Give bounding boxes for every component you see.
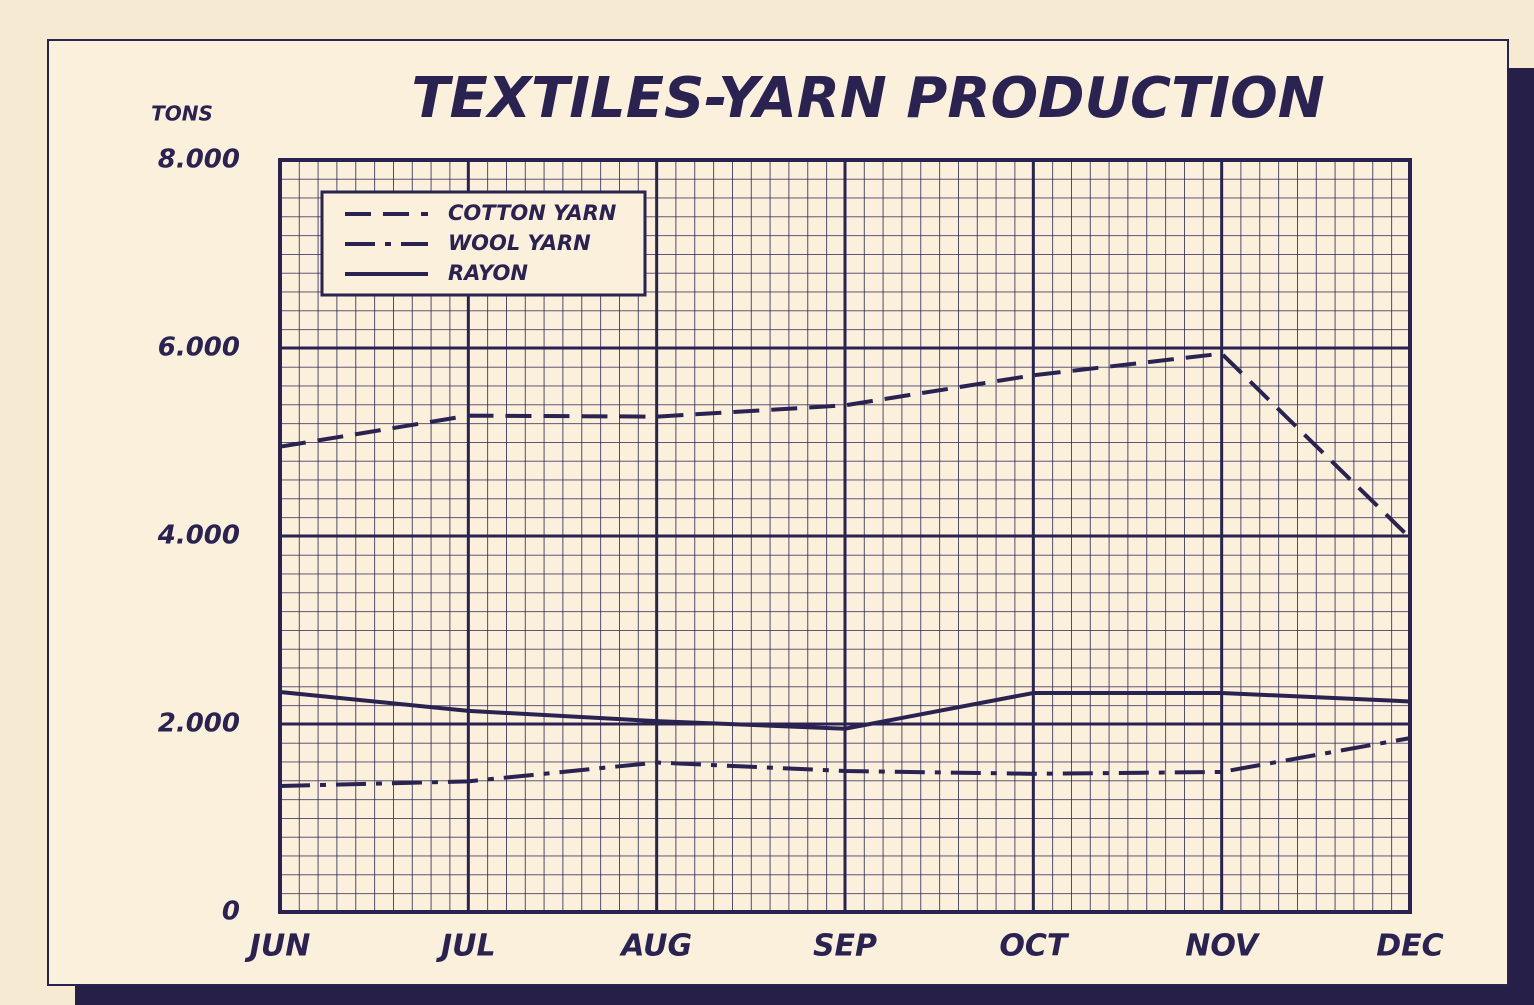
- shadow: [1508, 68, 1534, 1005]
- y-tick-label: 6.000: [158, 333, 240, 363]
- y-tick-label: 8.000: [158, 145, 240, 175]
- shadow: [75, 985, 1534, 1005]
- x-tick-label: AUG: [619, 929, 692, 964]
- x-tick-label: OCT: [999, 929, 1070, 964]
- x-tick-label: JUL: [436, 929, 496, 964]
- series-line: [279, 690, 1411, 731]
- chart-title: TEXTILES-YARN PRODUCTION: [411, 66, 1324, 131]
- series-line: [279, 736, 1411, 789]
- legend-label: RAYON: [448, 261, 528, 285]
- plot-border: [278, 158, 1412, 914]
- y-axis-label: TONS: [151, 102, 213, 126]
- legend-box: [320, 190, 647, 297]
- y-tick-label: 0: [222, 897, 240, 927]
- y-tick-label: 4.000: [157, 521, 240, 551]
- x-tick-label: JUN: [245, 929, 311, 964]
- series-line: [279, 351, 1412, 540]
- x-tick-label: NOV: [1185, 929, 1261, 964]
- y-tick-label: 2.000: [158, 709, 240, 739]
- x-tick-label: SEP: [813, 929, 877, 964]
- legend-label: COTTON YARN: [448, 201, 617, 225]
- x-tick-label: DEC: [1376, 929, 1443, 964]
- legend-label: WOOL YARN: [448, 231, 591, 255]
